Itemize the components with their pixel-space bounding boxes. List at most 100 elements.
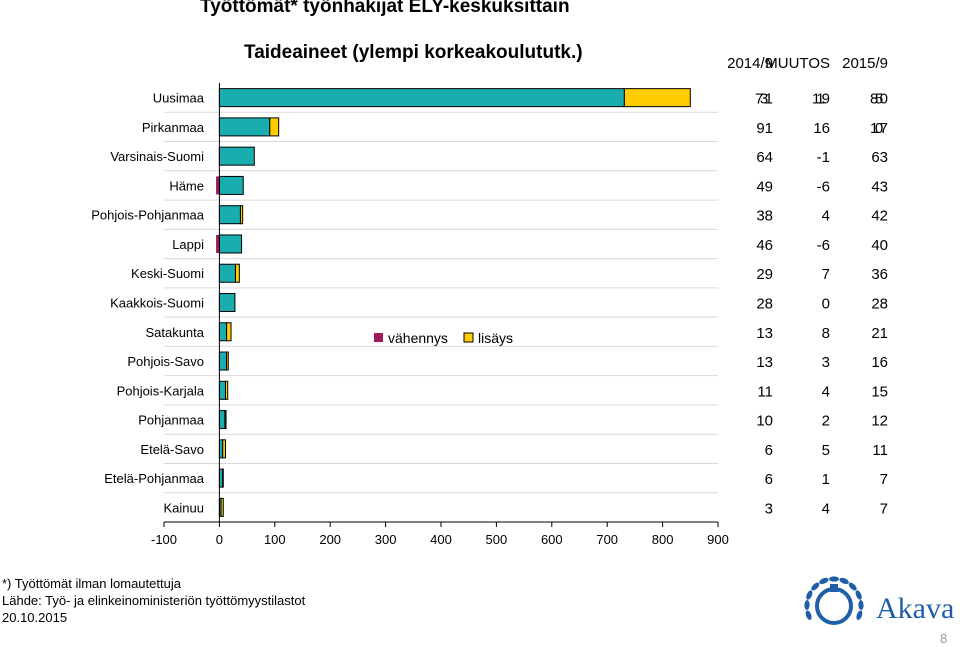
bar-increase	[226, 322, 232, 342]
category-label: Pohjois-Savo	[127, 354, 204, 369]
source-note: Lähde: Työ- ja elinkeinoministeriön työt…	[2, 593, 306, 608]
category-labels: Uusimaa Pirkanmaa Varsinais-Suomi Häme Pohjo…	[91, 91, 205, 516]
category-label: Pohjois-Karjala	[117, 383, 205, 398]
table-2014-value: 6	[765, 442, 773, 459]
table-2014-value: 10	[756, 413, 773, 430]
x-tick-label: 300	[375, 532, 397, 547]
main-title: Työttömät* työnhakijat ELY-keskuksittain	[200, 0, 570, 17]
x-tick-label: 0	[216, 532, 223, 547]
table-2014-value: 46	[756, 237, 773, 254]
category-label: Satakunta	[145, 325, 204, 340]
category-label: Lappi	[172, 237, 204, 252]
akava-logo: Akava	[804, 576, 954, 625]
table-change-value: 8	[822, 325, 830, 342]
table-2014-value: 91	[756, 120, 773, 137]
table-2015-value: 43	[871, 178, 888, 195]
laurel-wreath-icon	[804, 576, 864, 625]
x-tick-label: 800	[652, 532, 674, 547]
bar-increase	[269, 117, 280, 137]
table-change-value: 4	[822, 208, 830, 225]
table-2014-value: 13	[756, 325, 773, 342]
category-label: Häme	[169, 178, 204, 193]
bar-base	[218, 234, 243, 254]
table-header: 2014/9	[727, 55, 773, 72]
table-2015-value: 7	[880, 471, 888, 488]
table-2015-value: 107	[870, 120, 888, 137]
bar-increase	[222, 468, 224, 488]
table-2015-value: 11	[872, 442, 888, 459]
table-change-value: 119	[812, 91, 830, 108]
bar-base	[218, 88, 625, 108]
table-change-value: 0	[822, 296, 830, 313]
table-change-value: 4	[822, 383, 830, 400]
table-2015-value: 36	[871, 266, 888, 283]
bar-base	[218, 410, 226, 430]
x-tick-label: 900	[707, 532, 729, 547]
x-axis: -100 0 100 200 300 400 500 600 700 800 900	[151, 83, 729, 547]
table-2015-value: 42	[871, 208, 888, 225]
category-label: Pirkanmaa	[142, 120, 205, 135]
table-change-value: 1	[822, 471, 830, 488]
table-2014-value: 6	[765, 471, 773, 488]
bar-increase	[220, 497, 224, 517]
bar-base	[218, 322, 228, 342]
category-label: Etelä-Savo	[140, 442, 204, 457]
x-tick-label: 100	[264, 532, 286, 547]
bar-decrease	[216, 234, 220, 253]
x-tick-label: -100	[151, 532, 177, 547]
page-number: 8	[940, 631, 948, 646]
bar-base	[218, 146, 255, 166]
table-2015-value: 850	[870, 91, 888, 108]
table-2014-value: 64	[756, 149, 773, 166]
bar-decrease	[216, 176, 220, 195]
table-change-value: 5	[822, 442, 830, 459]
bar-base	[218, 380, 226, 400]
category-label: Kaakkois-Suomi	[110, 296, 204, 311]
table-2014-value: 11	[757, 383, 773, 400]
bars	[216, 88, 691, 517]
table-2015-value: 16	[871, 354, 888, 371]
table-2014-value: 29	[756, 266, 773, 283]
x-tick-label: 700	[596, 532, 618, 547]
table-2014-value: 49	[756, 178, 773, 195]
table-change-value: 4	[822, 500, 830, 517]
legend: vähennys lisäys	[374, 330, 513, 346]
bar-base	[218, 205, 241, 225]
bar-increase	[234, 263, 240, 283]
table-change-value: -6	[817, 178, 830, 195]
bar-base	[218, 263, 236, 283]
bar-base	[218, 175, 244, 195]
table-2015-value: 28	[871, 296, 888, 313]
table-2015-value: 21	[871, 325, 888, 342]
table-2014-value: 38	[756, 208, 773, 225]
table-change-value: 16	[813, 120, 830, 137]
legend-swatch-decrease	[374, 333, 383, 342]
x-tick-label: 600	[541, 532, 563, 547]
bar-increase	[623, 88, 691, 108]
category-label: Keski-Suomi	[131, 266, 204, 281]
chart: Uusimaa Pirkanmaa Varsinais-Suomi Häme Pohjo…	[91, 55, 888, 547]
table-2015-value: 12	[871, 413, 888, 430]
footnote: *) Työttömät ilman lomautettuja	[2, 576, 181, 591]
bar-increase	[224, 410, 227, 430]
bar-base	[218, 351, 228, 371]
table-change-value: -6	[817, 237, 830, 254]
table-2014-value: 13	[756, 354, 773, 371]
category-label: Pohjanmaa	[138, 413, 205, 428]
bar-increase	[226, 351, 229, 371]
table-2015-value: 63	[871, 149, 888, 166]
table-2015-value: 7	[880, 500, 888, 517]
x-tick-label: 200	[319, 532, 341, 547]
table-change-value: 3	[822, 354, 830, 371]
legend-label-decrease: vähennys	[388, 330, 448, 346]
date: 20.10.2015	[2, 610, 68, 625]
bar-increase	[222, 439, 226, 459]
table-header: MUUTOS	[765, 55, 830, 72]
table-2014-value: 28	[756, 296, 773, 313]
category-label: Pohjois-Pohjanmaa	[91, 208, 205, 223]
category-label: Etelä-Pohjanmaa	[104, 471, 204, 486]
category-label: Uusimaa	[153, 91, 205, 106]
legend-swatch-increase	[463, 332, 474, 343]
row-separators	[164, 111, 718, 494]
logo-text: Akava	[876, 592, 954, 625]
